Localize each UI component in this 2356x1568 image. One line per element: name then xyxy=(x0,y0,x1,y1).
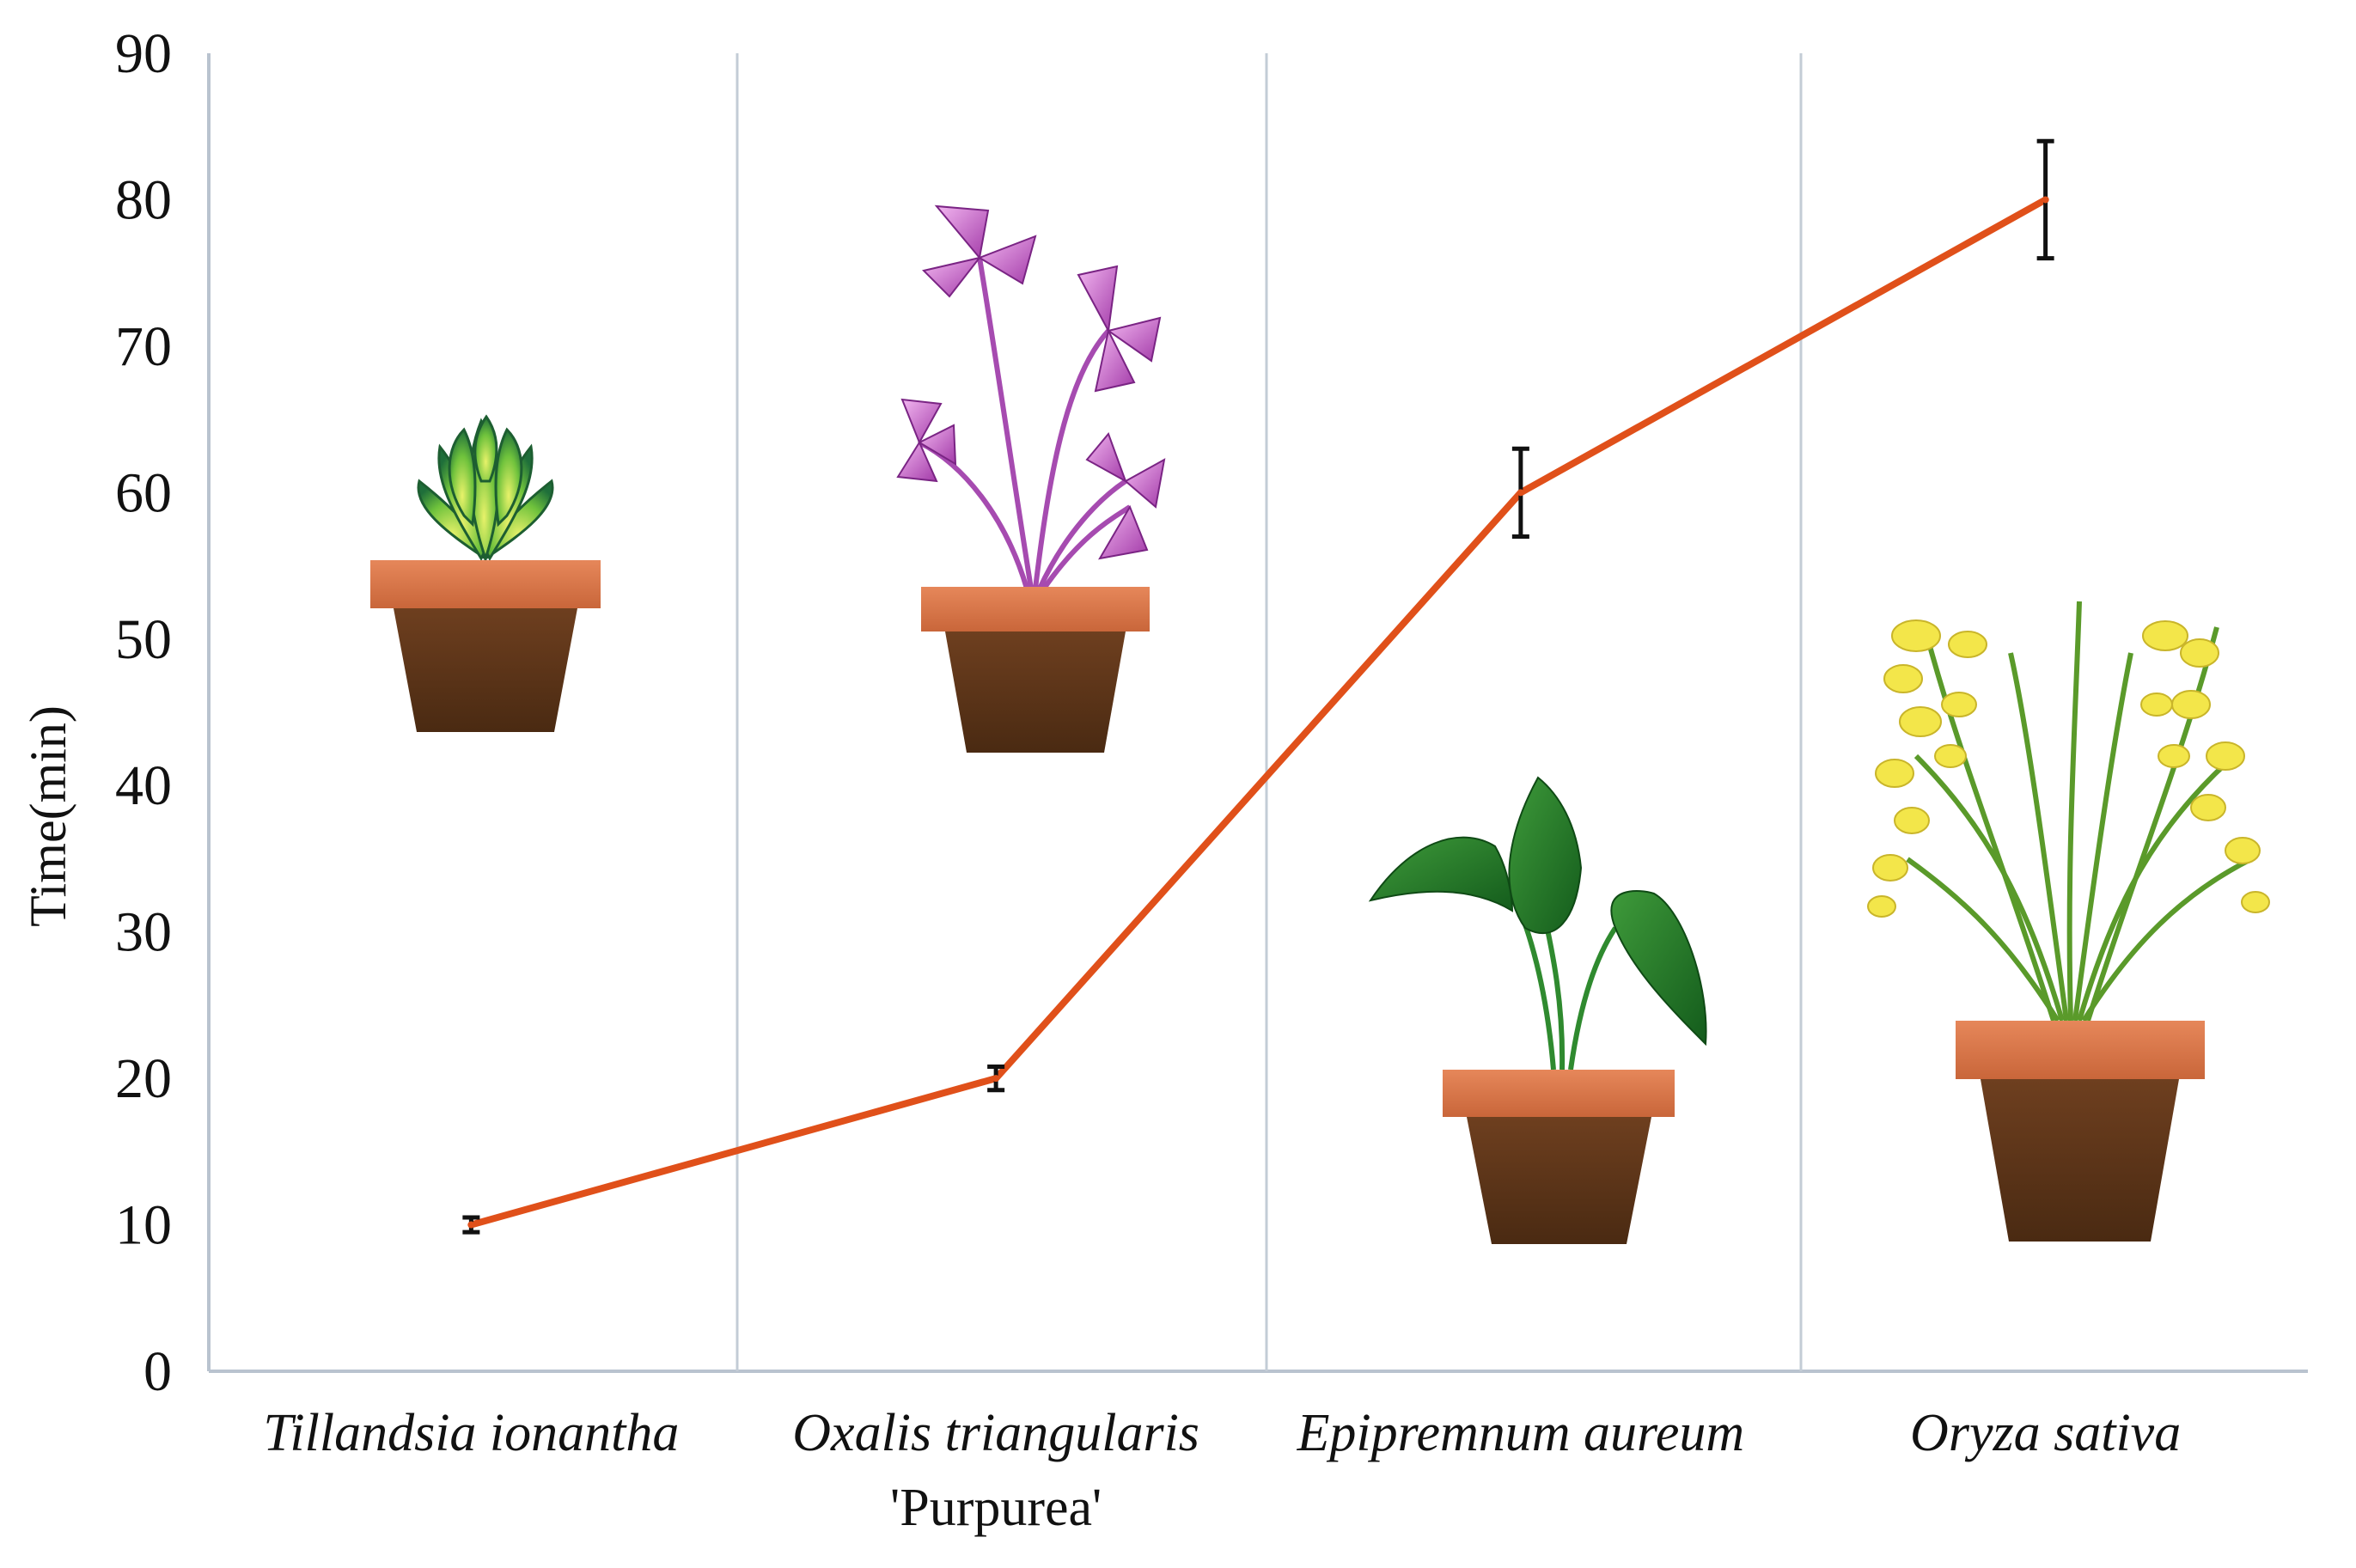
y-tick-label: 80 xyxy=(115,168,172,231)
x-tick-labels: Tillandsia ionantha Oxalis triangularis 'P… xyxy=(263,1404,2181,1537)
data-point xyxy=(467,1221,475,1229)
y-tick-label: 90 xyxy=(115,22,172,85)
x-category-label: Oryza sativa xyxy=(1910,1404,2181,1462)
x-category-label: Epipremnum aureum xyxy=(1297,1404,1745,1462)
y-tick-label: 20 xyxy=(115,1047,172,1110)
y-tick-label: 50 xyxy=(115,608,172,671)
plant-illustrations xyxy=(370,204,2270,1244)
x-category-sublabel: 'Purpurea' xyxy=(890,1479,1102,1537)
y-axis-title: Time(min) xyxy=(20,705,76,927)
y-tick-label: 30 xyxy=(115,901,172,964)
y-tick-labels: 0 10 20 30 40 50 60 70 80 90 xyxy=(115,22,172,1403)
axes xyxy=(207,53,2308,1373)
data-point xyxy=(992,1075,1000,1083)
data-series xyxy=(462,138,2054,1235)
data-point xyxy=(2042,196,2049,204)
y-tick-label: 60 xyxy=(115,461,172,524)
y-tick-label: 0 xyxy=(143,1340,172,1403)
pothos-plant-pot-icon xyxy=(1368,776,1707,1244)
tillandsia-plant-pot-icon xyxy=(370,414,601,732)
x-category-label: Tillandsia ionantha xyxy=(263,1404,679,1462)
data-point xyxy=(1517,489,1524,497)
x-category-label: Oxalis triangularis xyxy=(792,1404,1199,1462)
y-tick-label: 40 xyxy=(115,754,172,817)
series-line xyxy=(467,196,2049,1229)
purple-oxalis-plant-pot-icon xyxy=(896,204,1166,753)
y-tick-label: 70 xyxy=(115,315,172,378)
rice-plant-pot-icon xyxy=(1867,601,2270,1242)
y-tick-label: 10 xyxy=(115,1194,172,1257)
